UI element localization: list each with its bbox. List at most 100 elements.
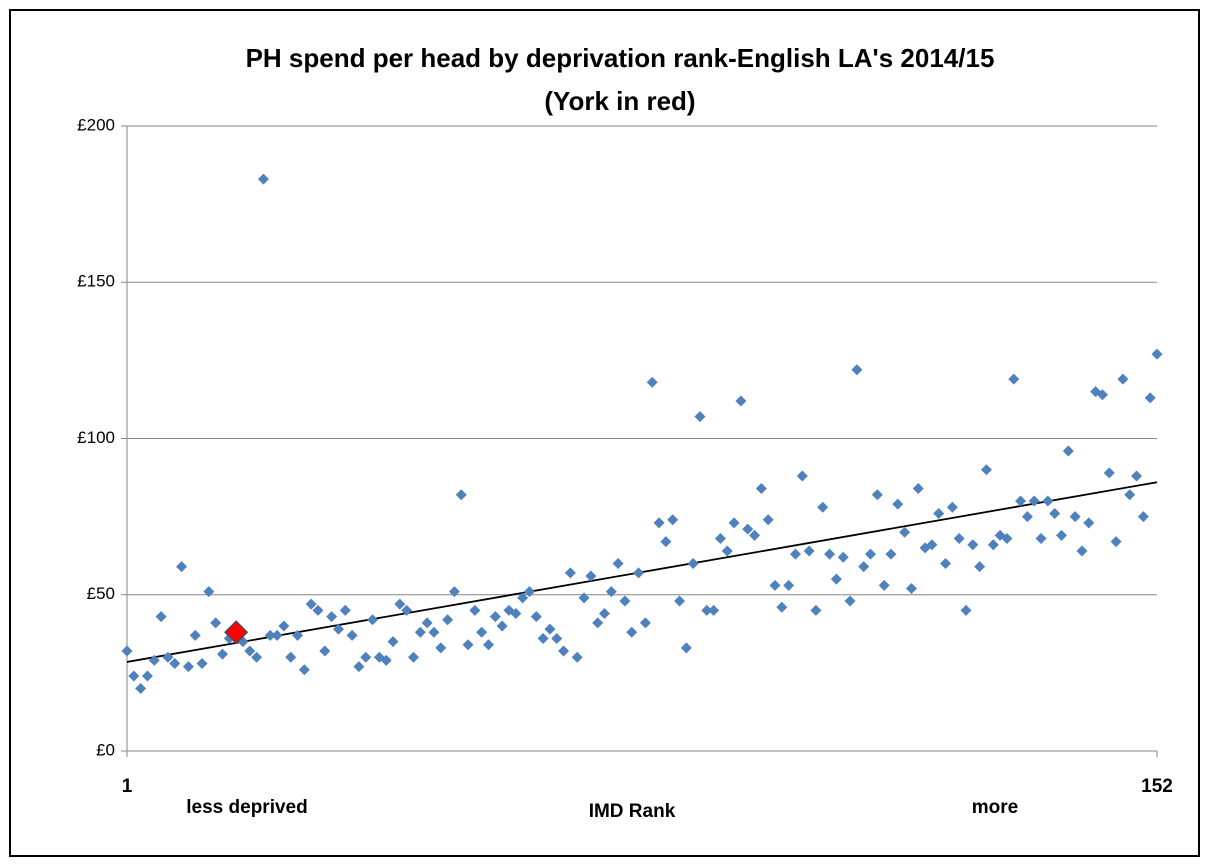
point [837,551,849,563]
point [476,626,488,638]
point [680,642,692,654]
point [121,645,133,657]
point [769,579,781,591]
point [162,651,174,663]
point [244,645,256,657]
point [1021,511,1033,523]
point [592,617,604,629]
point [871,489,883,501]
point [216,648,228,660]
point [1028,495,1040,507]
point [742,523,754,535]
point [633,567,645,579]
point [1096,389,1108,401]
y-tick-label: £50 [87,584,115,603]
point [612,558,624,569]
point [728,517,740,529]
point [967,539,979,551]
point [558,645,570,657]
point [789,548,801,560]
point [878,579,890,591]
point [312,604,324,616]
point [435,642,447,654]
point [667,514,679,526]
y-tick-label: £200 [77,115,115,134]
point [714,533,726,544]
point [1151,348,1163,360]
point [305,598,317,610]
point [940,558,952,569]
point [953,533,965,544]
point [278,620,290,632]
point [892,498,904,510]
point [135,683,147,694]
point [564,567,576,579]
point [394,598,406,610]
point [448,586,460,598]
point [830,573,842,585]
point [1131,470,1143,482]
point [353,661,365,673]
point [455,489,467,501]
chart-border [9,9,1200,857]
point [264,629,276,641]
point [1015,495,1027,507]
point [271,629,283,641]
point [1137,511,1149,523]
x-annotation: more [972,797,1018,818]
point [544,623,556,635]
point [585,570,597,582]
point [332,623,344,635]
point [530,611,542,623]
point [749,529,761,541]
point [639,617,651,629]
chart-subtitle: (York in red) [544,86,695,116]
point [346,629,358,641]
point [987,539,999,551]
point [885,548,897,560]
point [489,611,501,623]
point [660,536,672,548]
point [1008,373,1020,385]
point [626,626,638,638]
point [851,364,863,376]
point [674,595,686,607]
point [571,651,583,663]
point [960,604,972,616]
point [980,464,992,476]
point [933,508,945,519]
point [148,654,160,666]
point [899,526,911,538]
point [407,651,419,663]
point [483,639,495,651]
point [176,561,188,573]
point [687,558,699,569]
point [1035,533,1047,544]
point [1076,545,1088,557]
point [387,636,399,648]
point [974,561,986,573]
point [203,586,215,598]
point [251,651,263,663]
point [1001,533,1013,544]
highlight-point [224,620,249,645]
point [210,617,222,629]
point [537,633,549,644]
point [196,658,208,669]
point [292,629,304,641]
point [926,539,938,551]
point [155,611,167,623]
point [189,629,201,641]
x-tick-label: 1 [122,776,133,797]
point [844,595,856,607]
point [905,583,917,594]
point [598,608,610,619]
point [339,604,351,616]
point [298,664,310,676]
point [523,586,535,598]
point [578,592,590,604]
point [810,604,822,616]
point [803,545,815,557]
y-tick-label: £150 [77,272,115,291]
